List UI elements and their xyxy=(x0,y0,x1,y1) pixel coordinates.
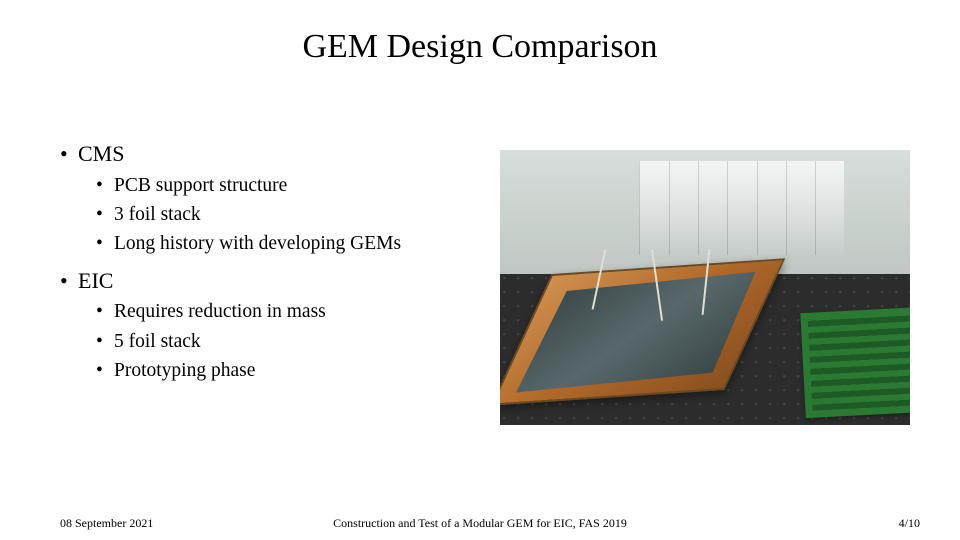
list-item: •Prototyping phase xyxy=(96,358,480,383)
list-item: •5 foil stack xyxy=(96,329,480,354)
slide-title: GEM Design Comparison xyxy=(0,28,960,66)
section-eic: •EIC •Requires reduction in mass •5 foil… xyxy=(60,267,480,384)
section-cms: •CMS •PCB support structure •3 foil stac… xyxy=(60,140,480,257)
lab-photo xyxy=(500,150,910,425)
slide: GEM Design Comparison •CMS •PCB support … xyxy=(0,0,960,540)
page-number: 4/10 xyxy=(899,516,920,531)
list-item: •Long history with developing GEMs xyxy=(96,231,480,256)
bullet-content: •CMS •PCB support structure •3 foil stac… xyxy=(60,140,480,393)
section-label: EIC xyxy=(78,267,113,296)
section-label: CMS xyxy=(78,140,124,169)
list-item: •PCB support structure xyxy=(96,173,480,198)
list-item: •Requires reduction in mass xyxy=(96,299,480,324)
footer-title: Construction and Test of a Modular GEM f… xyxy=(0,516,960,531)
list-item: •3 foil stack xyxy=(96,202,480,227)
